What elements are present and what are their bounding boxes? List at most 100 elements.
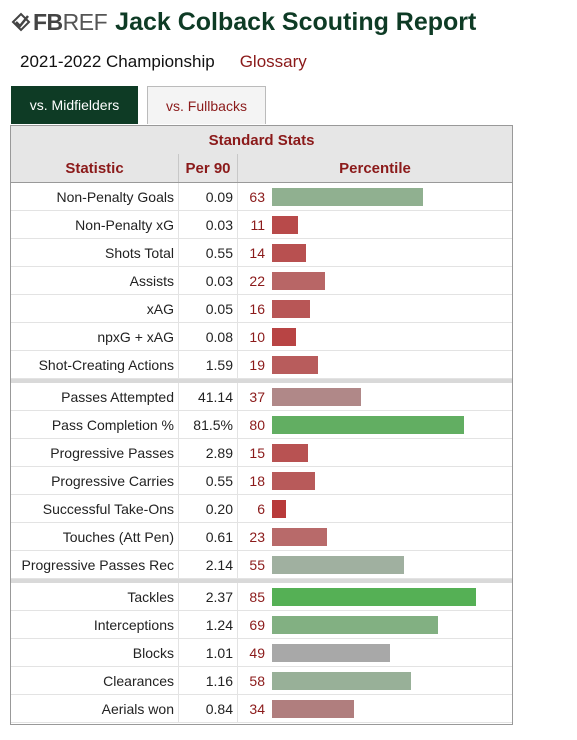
stat-name: Shots Total [11,239,179,266]
table-row: Touches (Att Pen) 0.61 23 [11,523,512,551]
table-row: Shots Total 0.55 14 [11,239,512,267]
table-row: Progressive Passes Rec 2.14 55 [11,551,512,579]
per90-value: 1.59 [179,351,238,378]
per90-value: 0.08 [179,323,238,350]
tab-vs-midfielders[interactable]: vs. Midfielders [11,86,138,124]
stat-name: Tackles [11,583,179,610]
page-title: Jack Colback Scouting Report [115,7,477,36]
table-row: Pass Completion % 81.5% 80 [11,411,512,439]
percentile-value: 85 [249,588,265,605]
table-row: Assists 0.03 22 [11,267,512,295]
percentile-bar [272,356,318,374]
fbref-logo-icon [11,12,31,32]
percentile-value: 11 [250,216,265,233]
percentile-value: 63 [249,188,265,205]
stat-name: Progressive Carries [11,467,179,494]
per90-value: 2.37 [179,583,238,610]
table-row: Progressive Passes 2.89 15 [11,439,512,467]
per90-value: 0.03 [179,211,238,238]
table-row: Non-Penalty xG 0.03 11 [11,211,512,239]
column-header-statistic[interactable]: Statistic [11,154,179,182]
per90-value: 41.14 [179,383,238,410]
percentile-bar [272,616,438,634]
percentile-value: 34 [249,700,265,717]
percentile-bar [272,672,411,690]
stat-name: Aerials won [11,695,179,722]
per90-value: 2.89 [179,439,238,466]
table-row: npxG + xAG 0.08 10 [11,323,512,351]
stat-name: Progressive Passes Rec [11,551,179,578]
percentile-bar [272,444,308,462]
percentile-bar [272,700,354,718]
percentile-bar [272,500,286,518]
group-separator [11,579,512,583]
fbref-logo[interactable]: FBREF [10,6,108,38]
table-row: Interceptions 1.24 69 [11,611,512,639]
percentile-value: 15 [249,444,265,461]
per90-value: 0.05 [179,295,238,322]
percentile-value: 55 [249,556,265,573]
stat-name: Non-Penalty xG [11,211,179,238]
per90-value: 1.01 [179,639,238,666]
per90-value: 0.20 [179,495,238,522]
percentile-bar [272,556,404,574]
tab-vs-fullbacks[interactable]: vs. Fullbacks [147,86,266,124]
percentile-value: 69 [249,616,265,633]
stat-name: Shot-Creating Actions [11,351,179,378]
fbref-logo-text: FBREF [33,8,108,35]
percentile-value: 10 [249,328,265,345]
stat-name: Clearances [11,667,179,694]
percentile-value: 80 [249,416,265,433]
per90-value: 0.55 [179,467,238,494]
column-header-percentile[interactable]: Percentile [339,159,411,177]
stat-name: Touches (Att Pen) [11,523,179,550]
page-header: FBREF Jack Colback Scouting Report [10,4,476,40]
season-label: 2021-2022 Championship [20,52,215,71]
stat-name: npxG + xAG [11,323,179,350]
scouting-table: Standard Stats Statistic Per 90 Percenti… [10,125,513,725]
percentile-value: 49 [249,644,265,661]
glossary-link[interactable]: Glossary [239,52,307,71]
percentile-value: 6 [257,500,265,517]
percentile-bar [272,588,476,606]
percentile-value: 22 [249,272,265,289]
table-row: Aerials won 0.84 34 [11,695,512,723]
per90-value: 1.16 [179,667,238,694]
percentile-value: 14 [249,244,265,261]
stat-name: Pass Completion % [11,411,179,438]
per90-value: 0.03 [179,267,238,294]
percentile-bar [272,244,306,262]
table-row: Shot-Creating Actions 1.59 19 [11,351,512,379]
percentile-value: 16 [249,300,265,317]
percentile-bar [272,272,325,290]
percentile-bar [272,416,464,434]
stat-name: Successful Take-Ons [11,495,179,522]
table-caption: Standard Stats [11,126,512,155]
per90-value: 0.61 [179,523,238,550]
stat-name: Interceptions [11,611,179,638]
percentile-value: 23 [249,528,265,545]
table-row: Progressive Carries 0.55 18 [11,467,512,495]
percentile-bar [272,644,390,662]
table-header: Statistic Per 90 Percentile [11,154,512,183]
stat-name: xAG [11,295,179,322]
stat-name: Assists [11,267,179,294]
per90-value: 81.5% [179,411,238,438]
percentile-bar [272,328,296,346]
stat-name: Passes Attempted [11,383,179,410]
column-header-per90[interactable]: Per 90 [179,154,238,182]
stat-name: Non-Penalty Goals [11,183,179,210]
table-row: Successful Take-Ons 0.20 6 [11,495,512,523]
table-row: Tackles 2.37 85 [11,583,512,611]
per90-value: 1.24 [179,611,238,638]
group-separator [11,379,512,383]
percentile-bar [272,188,423,206]
table-row: Passes Attempted 41.14 37 [11,383,512,411]
per90-value: 2.14 [179,551,238,578]
percentile-value: 18 [249,472,265,489]
percentile-value: 19 [249,356,265,373]
stat-name: Progressive Passes [11,439,179,466]
percentile-bar [272,528,327,546]
percentile-bar [272,388,361,406]
stat-name: Blocks [11,639,179,666]
